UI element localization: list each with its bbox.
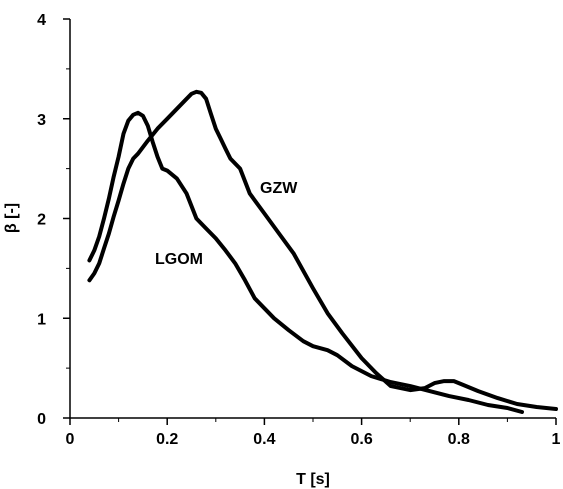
y-tick-label: 1 [37,311,46,328]
tick-labels: 0 0.2 0.4 0.6 0.8 1 0 1 2 3 4 [37,12,560,448]
x-tick-label: 0 [66,431,75,448]
x-axis-label: T [s] [296,471,330,488]
x-tick-label: 1 [552,431,561,448]
y-tick-label: 0 [37,411,46,428]
y-tick-label: 4 [37,12,46,29]
x-tick-label: 0.6 [350,431,372,448]
y-axis-label: β [-] [3,203,20,233]
y-tick-label: 2 [37,212,46,229]
axis-ticks [63,19,556,425]
series-label-gzw: GZW [260,180,298,197]
x-tick-label: 0.8 [448,431,470,448]
series-label-lgom: LGOM [155,251,203,268]
x-tick-label: 0.2 [156,431,178,448]
x-tick-label: 0.4 [253,431,275,448]
y-tick-label: 3 [37,112,46,129]
